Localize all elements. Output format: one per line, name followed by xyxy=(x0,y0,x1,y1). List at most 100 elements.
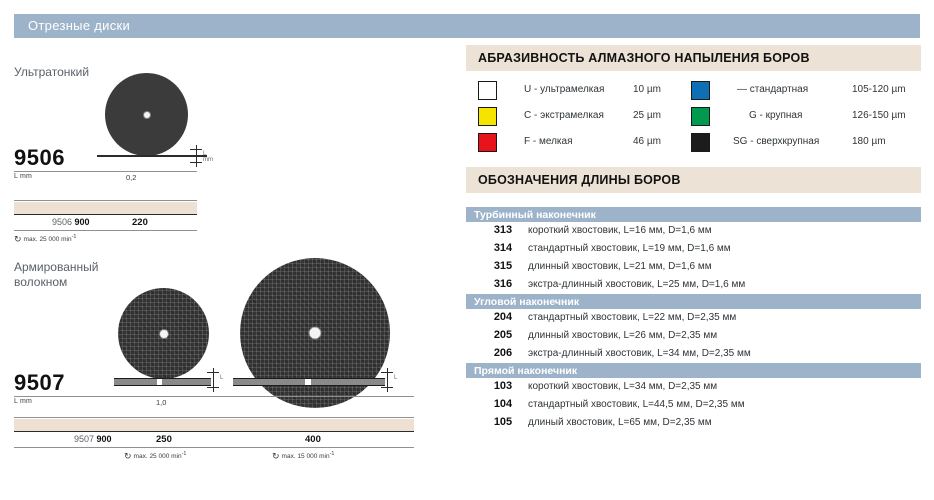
row-code: 105 xyxy=(493,416,513,428)
color-swatch-ultrafine xyxy=(478,81,497,100)
dimension-cap-bottom xyxy=(190,162,202,163)
ref-prefix: 9506 xyxy=(52,217,73,227)
legend-label: G - крупная xyxy=(749,110,803,121)
abrasiveness-header: АБРАЗИВНОСТЬ АЛМАЗНОГО НАПЫЛЕНИЯ БОРОВ xyxy=(466,45,921,71)
product-9506-l-caption: L mm xyxy=(203,151,213,163)
product-9507-thickness-b: 1,0 xyxy=(305,398,316,407)
rotation-icon: ↻ xyxy=(124,451,132,462)
dimension-tick xyxy=(213,368,214,392)
dimension-cap-bottom xyxy=(381,387,393,388)
page-title: Отрезные диски xyxy=(28,18,131,33)
product-9507-model: 9507 xyxy=(14,370,65,395)
rpm-exponent: -1 xyxy=(71,234,77,240)
dimension-tick xyxy=(196,145,197,167)
product-9507-l-caption-a: L xyxy=(220,375,224,381)
product-9507-qty-b: 400 xyxy=(305,434,321,445)
disk-image-9507-small xyxy=(118,288,209,379)
rpm-exponent: -1 xyxy=(181,451,187,457)
legend-value: 46 µm xyxy=(633,136,661,147)
product-9507-kicker: Армированный волокном xyxy=(14,260,124,290)
divider xyxy=(14,396,414,397)
disk-image-9506 xyxy=(105,73,188,156)
row-code: 206 xyxy=(493,347,513,359)
legend-label: F - мелкая xyxy=(524,136,573,147)
table-row: 316 экстра-длинный хвостовик, L=25 мм, D… xyxy=(466,276,921,294)
row-code: 103 xyxy=(493,380,513,392)
disk-profile-bar-small xyxy=(114,378,211,386)
product-9507-qty-a: 250 xyxy=(156,434,172,445)
rpm-text: max. 15 000 min xyxy=(281,453,330,461)
product-9507-order-table: 9507 900 250 400 xyxy=(14,417,414,449)
row-desc: экстра-длинный хвостовик, L=25 мм, D=1,6… xyxy=(528,279,746,290)
row-desc: длинный хвостовик, L=26 мм, D=2,35 мм xyxy=(528,330,718,341)
abrasiveness-title: АБРАЗИВНОСТЬ АЛМАЗНОГО НАПЫЛЕНИЯ БОРОВ xyxy=(478,51,810,65)
row-code: 314 xyxy=(493,242,513,254)
dimension-tick xyxy=(387,368,388,392)
row-desc: короткий хвостовик, L=34 мм, D=2,35 мм xyxy=(528,381,718,392)
row-desc: стандартный хвостовик, L=44,5 мм, D=2,35… xyxy=(528,399,745,410)
disk-hole xyxy=(159,329,168,338)
table-row: 103 короткий хвостовик, L=34 мм, D=2,35 … xyxy=(466,378,921,396)
profile-hole-gap xyxy=(157,379,162,385)
table-row: 314 стандартный хвостовик, L=19 мм, D=1,… xyxy=(466,240,921,258)
row-code: 104 xyxy=(493,398,513,410)
lengths-header: ОБОЗНАЧЕНИЯ ДЛИНЫ БОРОВ xyxy=(466,167,921,193)
color-swatch-extrafine xyxy=(478,107,497,126)
product-9507-rpm-a: ↻ max. 25 000 min-1 xyxy=(124,451,186,461)
product-9507-kicker-line2: волокном xyxy=(14,275,68,289)
row-code: 205 xyxy=(493,329,513,341)
row-desc: экстра-длинный хвостовик, L=34 мм, D=2,3… xyxy=(528,348,751,359)
dimension-cap-top xyxy=(207,372,219,373)
legend-label: — стандартная xyxy=(737,84,809,95)
abrasiveness-legend: U - ультрамелкая 10 µm C - экстрамелкая … xyxy=(466,79,921,157)
disk-hole xyxy=(309,327,321,339)
product-9507-l-caption-b: L xyxy=(394,375,398,381)
table-mid-rule xyxy=(14,214,197,215)
rotation-icon: ↻ xyxy=(272,451,280,462)
table-row: 206 экстра-длинный хвостовик, L=34 мм, D… xyxy=(466,345,921,363)
row-code: 313 xyxy=(493,224,513,236)
page-title-bar: Отрезные диски xyxy=(14,14,920,38)
legend-value: 25 µm xyxy=(633,110,661,121)
table-row: 204 стандартный хвостовик, L=22 мм, D=2,… xyxy=(466,309,921,327)
disk-profile-bar xyxy=(97,155,207,157)
row-code: 316 xyxy=(493,278,513,290)
product-9506-rpm: ↻ max. 25 000 min-1 xyxy=(14,234,76,244)
row-desc: стандартный хвостовик, L=22 мм, D=2,35 м… xyxy=(528,312,737,323)
product-9506-lmm-label: L mm xyxy=(14,173,33,180)
table-top-rule xyxy=(14,417,414,418)
table-row: 104 стандартный хвостовик, L=44,5 мм, D=… xyxy=(466,396,921,414)
disk-profile-bar-large xyxy=(233,378,385,386)
legend-label: SG - сверхкрупная xyxy=(733,136,820,147)
dimension-cap-top xyxy=(190,149,202,150)
group-name: Угловой наконечник xyxy=(474,296,580,308)
lengths-group-header-turbine: Турбинный наконечник xyxy=(466,207,921,222)
row-desc: длиный хвостовик, L=65 мм, D=2,35 мм xyxy=(528,417,712,428)
product-9507-thickness-a: 1,0 xyxy=(156,398,167,407)
product-9507-ref: 9507 900 xyxy=(74,434,112,444)
lengths-group-header-straight: Прямой наконечник xyxy=(466,363,921,378)
product-9507-kicker-line1: Армированный xyxy=(14,260,99,274)
divider xyxy=(14,171,197,172)
product-9506-model: 9506 xyxy=(14,145,65,170)
product-9506-thickness: 0,2 xyxy=(126,173,137,182)
product-9506-qty: 220 xyxy=(132,217,148,228)
table-row: 205 длинный хвостовик, L=26 мм, D=2,35 м… xyxy=(466,327,921,345)
product-9506-order-table: 9506 900 220 xyxy=(14,200,197,232)
row-desc: длинный хвостовик, L=21 мм, D=1,6 мм xyxy=(528,261,712,272)
color-swatch-standard xyxy=(691,81,710,100)
disk-hole xyxy=(143,111,150,118)
right-column: АБРАЗИВНОСТЬ АЛМАЗНОГО НАПЫЛЕНИЯ БОРОВ U… xyxy=(466,45,921,432)
left-column: Ультратонкий 9506 L mm L mm 0,2 9506 900… xyxy=(0,45,455,500)
legend-value: 180 µm xyxy=(852,136,886,147)
lengths-table: Турбинный наконечник 313 короткий хвосто… xyxy=(466,207,921,432)
color-swatch-fine xyxy=(478,133,497,152)
table-beige-band xyxy=(14,202,197,214)
legend-value: 126-150 µm xyxy=(852,110,906,121)
row-desc: короткий хвостовик, L=16 мм, D=1,6 мм xyxy=(528,225,712,236)
table-row: 105 длиный хвостовик, L=65 мм, D=2,35 мм xyxy=(466,414,921,432)
group-name: Прямой наконечник xyxy=(474,365,578,377)
ref-prefix: 9507 xyxy=(74,434,95,444)
lengths-title: ОБОЗНАЧЕНИЯ ДЛИНЫ БОРОВ xyxy=(478,173,681,187)
